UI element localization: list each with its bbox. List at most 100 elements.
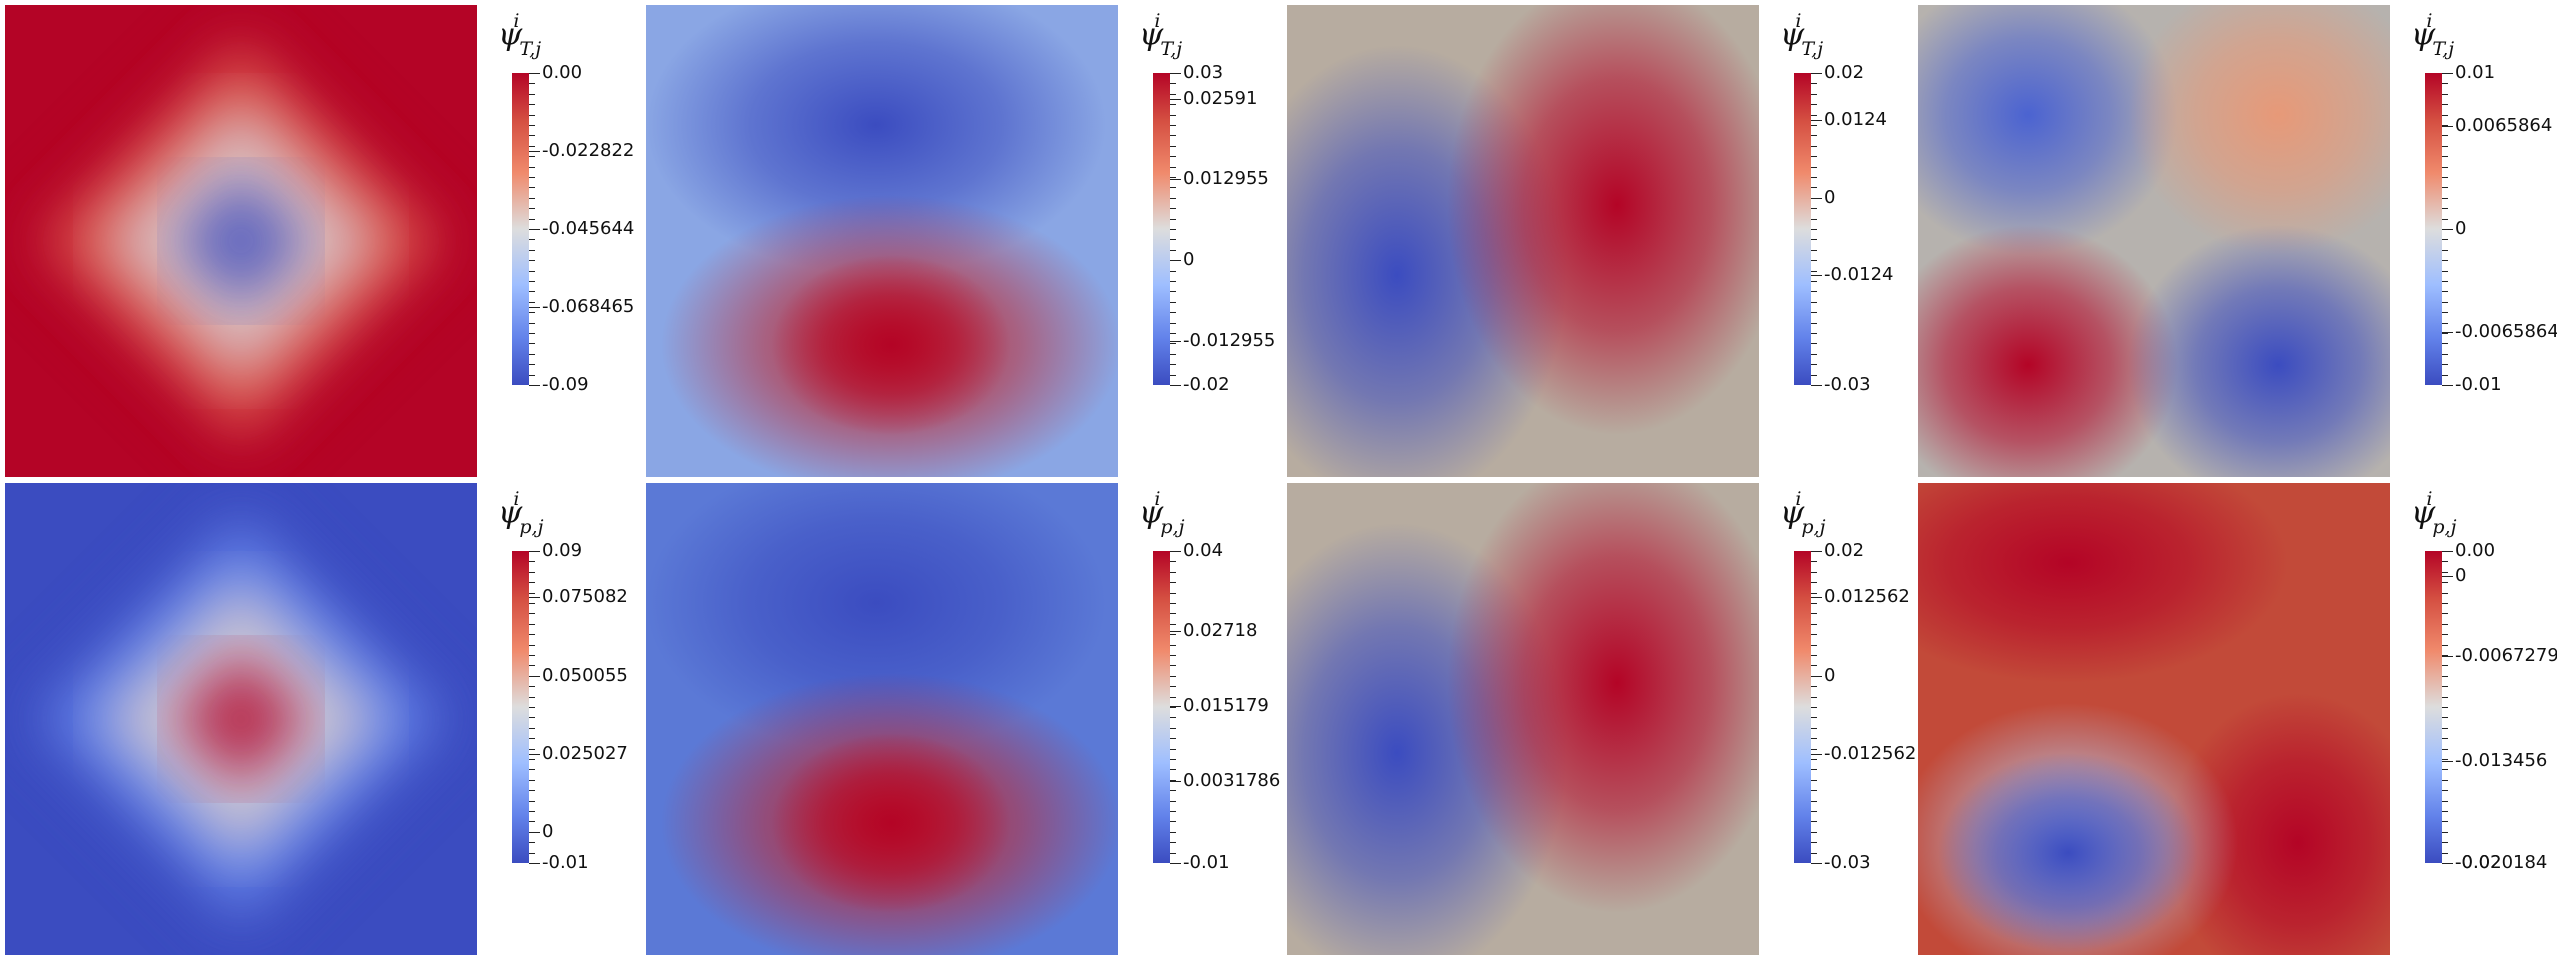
- min-lobe: [646, 5, 1106, 275]
- colorbar-minor-tick: [1811, 146, 1817, 147]
- colorbar-minor-tick: [1170, 219, 1176, 220]
- colorbar-major-tick: [529, 863, 540, 864]
- colorbar-minor-tick: [529, 624, 535, 625]
- colorbar-minor-tick: [529, 239, 535, 240]
- colorbar-minor-tick: [529, 561, 535, 562]
- colorbar-minor-tick: [529, 780, 535, 781]
- colorbar-major-tick: [1811, 551, 1822, 552]
- colorbar-major-tick: [529, 597, 540, 598]
- colorbar-minor-tick: [1811, 312, 1817, 313]
- colorbar: [512, 73, 529, 385]
- colorbar-minor-tick: [1170, 83, 1176, 84]
- colorbar-minor-tick: [1170, 728, 1176, 729]
- colorbar-minor-tick: [529, 717, 535, 718]
- colorbar-minor-tick: [2442, 83, 2448, 84]
- colorbar-minor-tick: [1811, 229, 1817, 230]
- colorbar-minor-tick: [2442, 146, 2448, 147]
- colorbar-tick-label: 0.050055: [542, 665, 628, 686]
- colorbar-minor-tick: [1811, 354, 1817, 355]
- colorbar-tick-label: 0.02: [1824, 540, 1865, 561]
- colorbar-minor-tick: [529, 582, 535, 583]
- colorbar-minor-tick: [2442, 364, 2448, 365]
- colorbar-minor-tick: [1170, 665, 1176, 666]
- colorbar-title: ψiT,j: [498, 10, 542, 60]
- colorbar-minor-tick: [529, 728, 535, 729]
- colorbar-major-tick: [529, 151, 540, 152]
- colorbar: [2425, 551, 2442, 863]
- colorbar-tick-label: 0.0065864: [2455, 115, 2553, 136]
- colorbar-tick-label: 0.00: [542, 62, 583, 83]
- colorbar-minor-tick: [1811, 665, 1817, 666]
- colorbar-tick-label: -0.0124: [1824, 264, 1894, 285]
- colorbar-minor-tick: [2442, 271, 2448, 272]
- colorbar-tick-label: 0: [542, 821, 554, 842]
- colorbar-major-tick: [529, 385, 540, 386]
- colorbar-minor-tick: [529, 634, 535, 635]
- heatmap-field: [5, 5, 477, 477]
- colorbar-minor-tick: [529, 187, 535, 188]
- colorbar-tick-label: 0.075082: [542, 586, 628, 607]
- colorbar-minor-tick: [529, 738, 535, 739]
- colorbar-minor-tick: [1170, 323, 1176, 324]
- colorbar-minor-tick: [1811, 593, 1817, 594]
- colorbar-tick-label: 0: [2455, 218, 2467, 239]
- colorbar-minor-tick: [1170, 281, 1176, 282]
- colorbar-minor-tick: [2442, 104, 2448, 105]
- colorbar-tick-label: -0.01: [2455, 374, 2502, 395]
- colorbar-minor-tick: [1170, 177, 1176, 178]
- colorbar-major-tick: [2442, 126, 2453, 127]
- colorbar-major-tick: [1811, 597, 1822, 598]
- colorbar-minor-tick: [1170, 198, 1176, 199]
- colorbar-minor-tick: [1811, 281, 1817, 282]
- heatmap-field: [1287, 483, 1759, 955]
- colorbar-minor-tick: [529, 177, 535, 178]
- colorbar-minor-tick: [1811, 115, 1817, 116]
- colorbar-major-tick: [1170, 551, 1181, 552]
- colorbar-minor-tick: [1170, 302, 1176, 303]
- colorbar-tick-label: 0.01: [2455, 62, 2496, 83]
- colorbar-minor-tick: [2442, 728, 2448, 729]
- colorbar-minor-tick: [1170, 354, 1176, 355]
- colorbar-tick-label: 0: [1824, 665, 1836, 686]
- heatmap-field: [5, 483, 477, 955]
- colorbar-tick-label: 0.012955: [1183, 168, 1269, 189]
- colorbar-minor-tick: [529, 94, 535, 95]
- colorbar-minor-tick: [1170, 582, 1176, 583]
- colorbar-minor-tick: [1811, 135, 1817, 136]
- colorbar-tick-label: 0.02: [1824, 62, 1865, 83]
- colorbar-minor-tick: [1811, 177, 1817, 178]
- colorbar: [1794, 551, 1811, 863]
- colorbar-minor-tick: [2442, 582, 2448, 583]
- heatmap-svg: [1918, 5, 2390, 477]
- colorbar-tick-label: 0.0031786: [1183, 770, 1281, 791]
- colorbar-minor-tick: [1811, 780, 1817, 781]
- colorbar-minor-tick: [1170, 634, 1176, 635]
- colorbar-minor-tick: [529, 302, 535, 303]
- colorbar: [512, 551, 529, 863]
- colorbar-tick-label: 0.02591: [1183, 88, 1258, 109]
- colorbar-major-tick: [2442, 761, 2453, 762]
- colorbar-minor-tick: [1170, 250, 1176, 251]
- colorbar-major-tick: [2442, 332, 2453, 333]
- colorbar-minor-tick: [2442, 239, 2448, 240]
- colorbar-tick-label: 0.03: [1183, 62, 1224, 83]
- colorbar-minor-tick: [529, 645, 535, 646]
- colorbar-tick-label: 0: [2455, 565, 2467, 586]
- colorbar-minor-tick: [1811, 645, 1817, 646]
- colorbar-minor-tick: [2442, 94, 2448, 95]
- colorbar-minor-tick: [2442, 219, 2448, 220]
- colorbar-minor-tick: [2442, 156, 2448, 157]
- colorbar-major-tick: [2442, 551, 2453, 552]
- colorbar-minor-tick: [2442, 572, 2448, 573]
- colorbar-minor-tick: [2442, 811, 2448, 812]
- colorbar-minor-tick: [1170, 811, 1176, 812]
- colorbar-tick-label: -0.01: [1183, 852, 1230, 873]
- colorbar-tick-label: 0: [1183, 249, 1195, 270]
- colorbar-minor-tick: [2442, 624, 2448, 625]
- colorbar-minor-tick: [529, 811, 535, 812]
- colorbar-minor-tick: [1811, 749, 1817, 750]
- colorbar: [2425, 73, 2442, 385]
- colorbar-minor-tick: [529, 333, 535, 334]
- colorbar-minor-tick: [1811, 104, 1817, 105]
- colorbar-major-tick: [1811, 863, 1822, 864]
